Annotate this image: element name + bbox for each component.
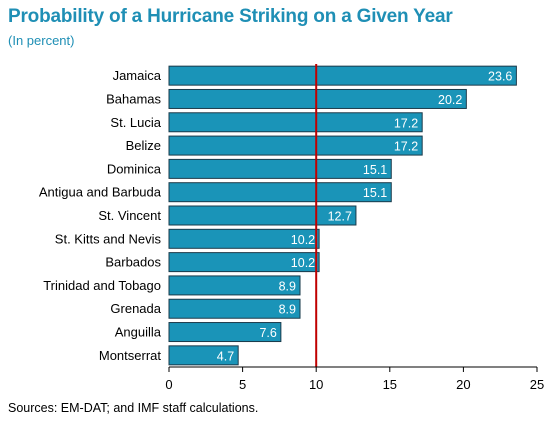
data-label: 10.2: [291, 233, 315, 247]
bar: [168, 112, 423, 133]
x-tick-label: 10: [309, 377, 323, 392]
data-label: 17.2: [394, 116, 418, 130]
x-tick-label: 15: [383, 377, 397, 392]
x-tick-label: 20: [456, 377, 470, 392]
data-label: 17.2: [394, 140, 418, 154]
bar: [168, 228, 320, 249]
bar: [168, 65, 517, 86]
data-label: 8.9: [279, 303, 296, 317]
data-label: 15.1: [363, 163, 387, 177]
data-label: 8.9: [279, 279, 296, 293]
category-label: St. Kitts and Nevis: [55, 231, 162, 246]
x-tick-label: 25: [530, 377, 544, 392]
bar: [168, 205, 357, 226]
chart-subtitle: (In percent): [8, 33, 75, 48]
category-label: Bahamas: [106, 91, 161, 106]
category-label: Barbados: [105, 255, 161, 270]
category-label: Jamaica: [113, 68, 162, 83]
x-tick-label: 0: [165, 377, 172, 392]
bar: [168, 298, 301, 319]
chart-title: Probability of a Hurricane Striking on a…: [8, 6, 453, 27]
bar: [168, 275, 301, 296]
category-label: Trinidad and Tobago: [43, 278, 161, 293]
category-label: Belize: [126, 138, 161, 153]
data-label: 20.2: [438, 93, 462, 107]
source-note: Sources: EM-DAT; and IMF staff calculati…: [8, 401, 259, 415]
category-label: St. Vincent: [98, 208, 161, 223]
data-label: 7.6: [259, 326, 276, 340]
bar: [168, 158, 392, 179]
x-tick-label: 5: [239, 377, 246, 392]
bar: [168, 252, 320, 273]
category-label: Montserrat: [99, 348, 162, 363]
category-label: St. Lucia: [110, 115, 161, 130]
bar: [168, 322, 282, 343]
bar: [168, 182, 392, 203]
data-label: 15.1: [363, 186, 387, 200]
category-label: Grenada: [110, 301, 161, 316]
bar: [168, 135, 423, 156]
data-label: 10.2: [291, 256, 315, 270]
category-label: Antigua and Barbuda: [39, 185, 162, 200]
bar: [168, 345, 239, 366]
data-label: 12.7: [328, 210, 352, 224]
category-label: Anguilla: [115, 325, 162, 340]
category-label: Dominica: [107, 161, 162, 176]
data-label: 4.7: [217, 349, 234, 363]
data-label: 23.6: [488, 70, 512, 84]
bar: [168, 88, 467, 109]
